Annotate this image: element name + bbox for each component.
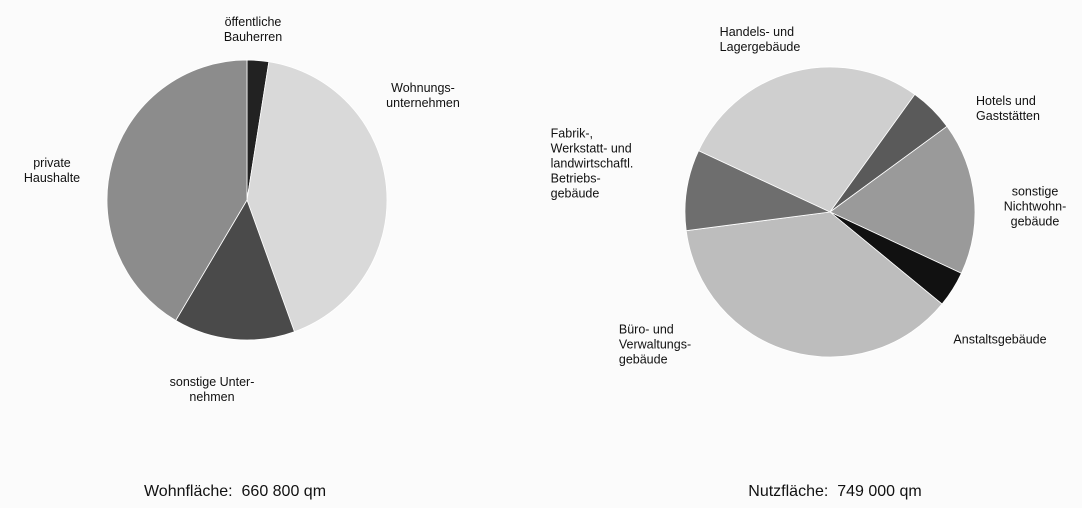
slice-label: Hotels und Gaststätten xyxy=(976,94,1040,123)
slice-label: Handels- und Lagergebäude xyxy=(719,25,801,54)
pie-slice xyxy=(175,199,295,341)
slice-label: private Haushalte xyxy=(23,156,81,185)
pie-slice xyxy=(106,59,248,322)
pie-slice xyxy=(829,125,976,274)
pie-slice xyxy=(246,61,388,333)
slice-label: Wohnungs- unternehmen xyxy=(386,81,460,110)
chart-caption: Nutzfläche: 749 000 qm xyxy=(748,483,922,500)
slice-label: Büro- und Verwaltungs- gebäude xyxy=(618,322,692,367)
pie-slice xyxy=(685,211,943,358)
slice-label: sonstige Unter- nehmen xyxy=(169,375,255,404)
slice-label: Fabrik-, Werkstatt- und landwirtschaftl.… xyxy=(550,126,634,201)
slice-label: sonstige Nichtwohn- gebäude xyxy=(1003,184,1067,229)
slice-label: öffentliche Bauherren xyxy=(223,15,283,44)
slice-label: Anstaltsgebäude xyxy=(953,332,1047,347)
chart-caption: Wohnfläche: 660 800 qm xyxy=(143,483,327,500)
pie-slice xyxy=(684,150,832,232)
